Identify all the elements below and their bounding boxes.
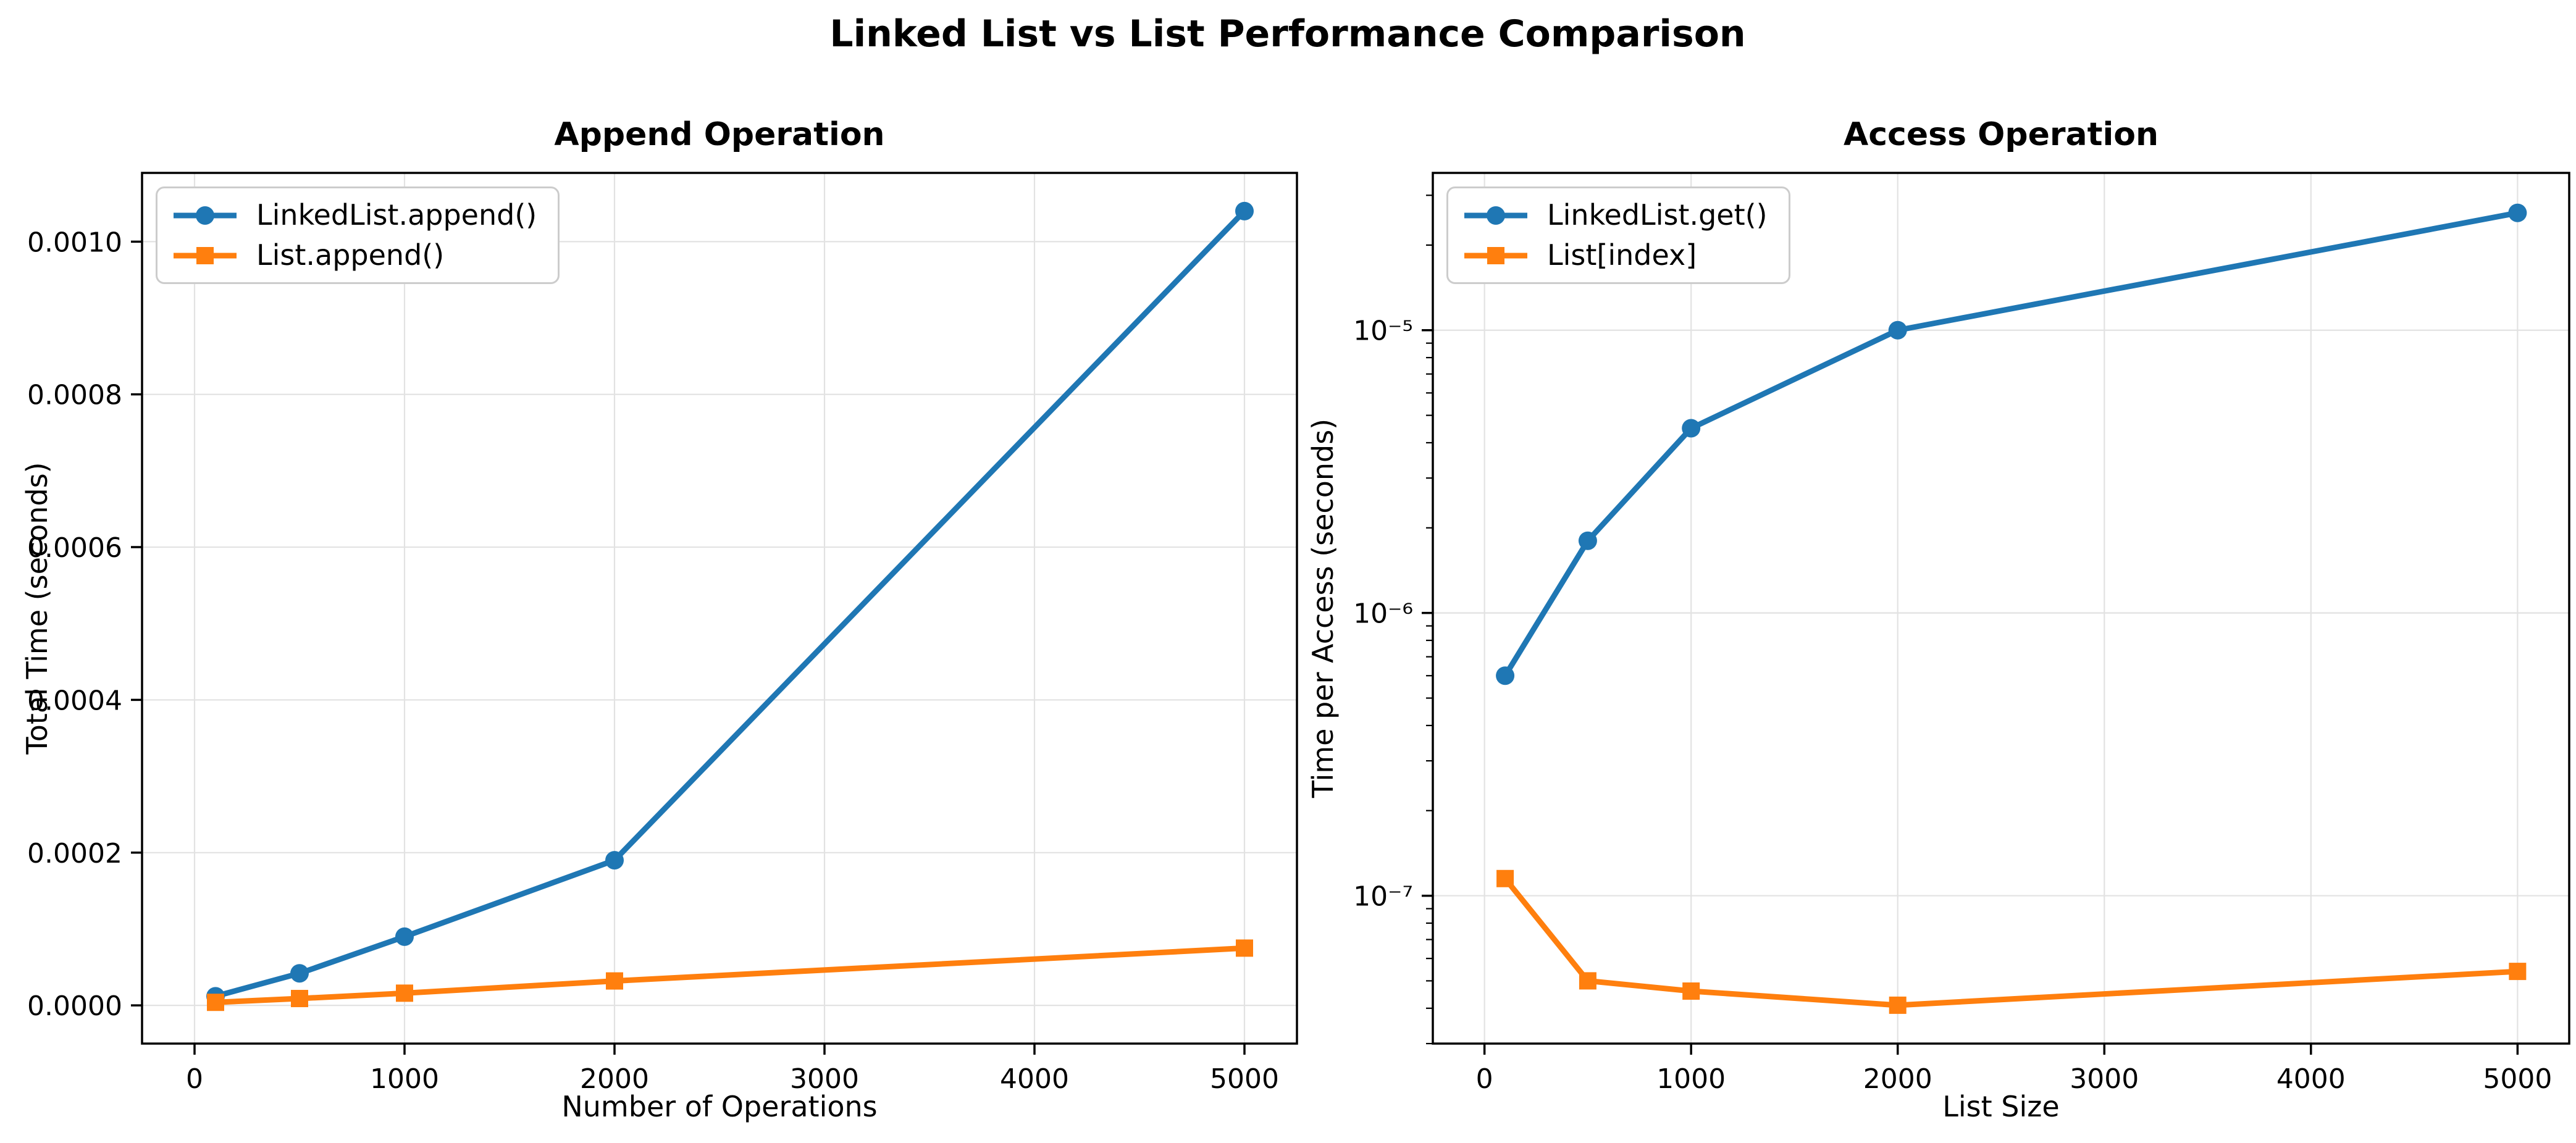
data-point-marker [1579, 972, 1596, 990]
left-chart-xlabel: Number of Operations [561, 1090, 878, 1123]
y-tick-label: 10⁻⁶ [1353, 598, 1413, 630]
data-point-marker [395, 927, 414, 946]
left-chart-title: Append Operation [554, 116, 885, 153]
data-point-marker [291, 990, 308, 1008]
x-tick-label: 3000 [2070, 1063, 2139, 1095]
series-line [1502, 876, 2520, 1008]
data-point-marker [396, 984, 413, 1002]
axes-frame [1432, 172, 2570, 1045]
axes-frame [141, 172, 1298, 1045]
left-chart-legend: LinkedList.append() List.append() [156, 186, 560, 285]
series-line [212, 208, 1248, 999]
data-point-marker [606, 972, 623, 990]
x-tick-label: 3000 [790, 1063, 859, 1095]
legend-item: LinkedList.append() [171, 198, 537, 232]
left-chart-ylabel: Total Time (seconds) [20, 462, 54, 755]
data-point-marker [1888, 320, 1907, 340]
y-tick-label: 0.0010 [27, 227, 122, 258]
right-chart-legend: LinkedList.get() List[index] [1446, 186, 1790, 285]
y-tick-label: 0.0008 [27, 380, 122, 411]
data-point-marker [1236, 939, 1253, 957]
y-tick-label: 10⁻⁵ [1353, 316, 1413, 347]
x-tick-label: 0 [186, 1063, 203, 1095]
legend-item: List.append() [171, 238, 537, 272]
x-tick-label: 4000 [2276, 1063, 2346, 1095]
data-point-marker [1682, 419, 1701, 438]
figure-title: Linked List vs List Performance Comparis… [829, 12, 1746, 56]
data-point-marker [605, 851, 624, 870]
data-point-marker [1235, 201, 1254, 220]
y-tick-label: 0.0006 [27, 532, 122, 564]
x-tick-label: 2000 [1863, 1063, 1932, 1095]
line-circle-marker-icon [174, 206, 237, 225]
right-chart-title: Access Operation [1843, 116, 2159, 153]
line-square-marker-icon [174, 246, 237, 264]
legend-item: List[index] [1462, 238, 1768, 272]
legend-label: List.append() [256, 238, 445, 272]
x-tick-label: 0 [1476, 1063, 1493, 1095]
x-tick-label: 5000 [1210, 1063, 1279, 1095]
data-point-marker [1578, 531, 1597, 550]
right-chart-xlabel: List Size [1942, 1090, 2060, 1123]
y-tick-label: 0.0000 [27, 990, 122, 1022]
x-tick-label: 4000 [1000, 1063, 1069, 1095]
legend-label: LinkedList.get() [1547, 198, 1768, 232]
x-tick-label: 5000 [2483, 1063, 2552, 1095]
data-point-marker [290, 964, 309, 983]
data-point-marker [1682, 982, 1700, 1000]
data-point-marker [2509, 963, 2527, 981]
data-point-marker [1496, 666, 1515, 685]
data-point-marker [1496, 869, 1514, 887]
x-tick-label: 1000 [370, 1063, 439, 1095]
legend-label: List[index] [1547, 238, 1697, 272]
legend-label: LinkedList.append() [256, 198, 537, 232]
right-chart-ylabel: Time per Access (seconds) [1306, 418, 1340, 798]
y-tick-label: 10⁻⁷ [1353, 881, 1413, 913]
line-circle-marker-icon [1464, 206, 1527, 225]
series-line [212, 945, 1248, 1005]
x-tick-label: 2000 [580, 1063, 649, 1095]
legend-item: LinkedList.get() [1462, 198, 1768, 232]
data-point-marker [1889, 996, 1907, 1014]
x-tick-label: 1000 [1656, 1063, 1726, 1095]
y-tick-label: 0.0002 [27, 838, 122, 869]
data-point-marker [207, 994, 224, 1011]
line-square-marker-icon [1464, 246, 1527, 264]
y-tick-label: 0.0004 [27, 685, 122, 716]
data-point-marker [2508, 203, 2527, 222]
